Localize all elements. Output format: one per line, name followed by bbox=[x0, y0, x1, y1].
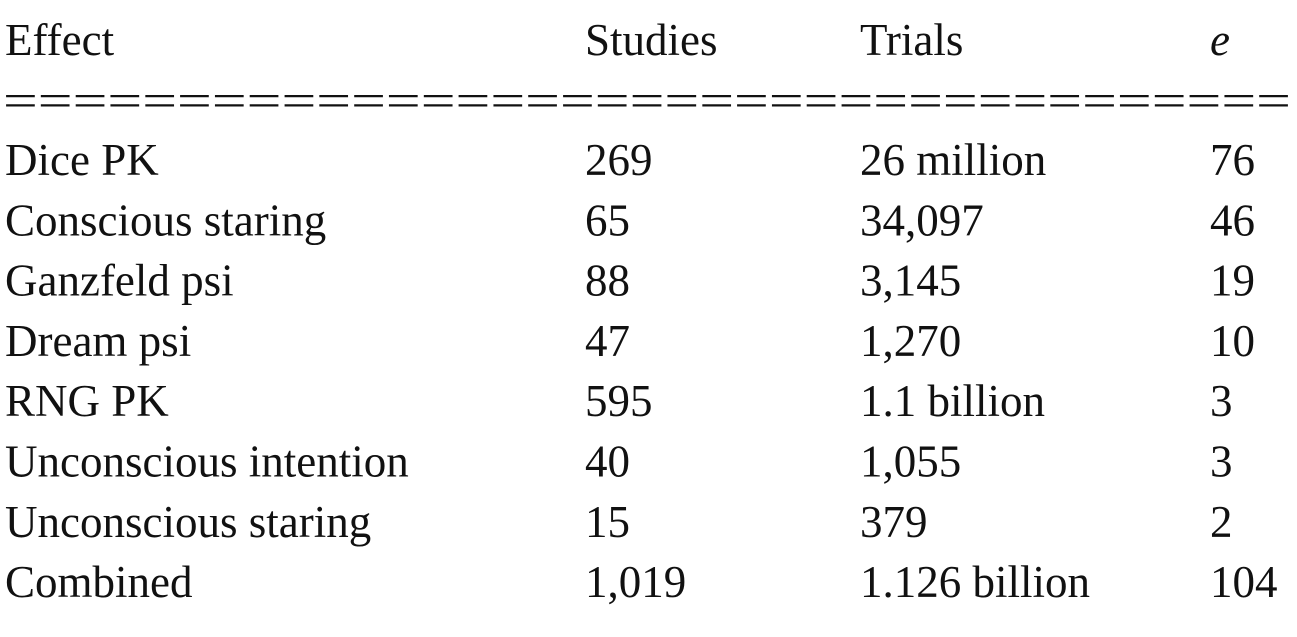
table-cell: Ganzfeld psi bbox=[5, 256, 234, 306]
table-cell: 1,019 bbox=[585, 557, 686, 607]
table-cell: 65 bbox=[585, 195, 630, 245]
table-cell: 3 bbox=[1210, 376, 1233, 426]
table-cell: Conscious staring bbox=[5, 195, 326, 245]
table-cell: Dice PK bbox=[5, 135, 159, 185]
table-cell: 379 bbox=[860, 497, 928, 547]
table-cell: 47 bbox=[585, 316, 630, 366]
table-cell: 19 bbox=[1210, 256, 1255, 306]
separator: ===================================== bbox=[3, 76, 1291, 126]
table-cell: 15 bbox=[585, 497, 630, 547]
table-cell: 10 bbox=[1210, 316, 1255, 366]
table-cell: 1.1 billion bbox=[860, 376, 1045, 426]
table-cell: Dream psi bbox=[5, 316, 191, 366]
table-cell: 1.126 billion bbox=[860, 557, 1090, 607]
table-cell: 1,055 bbox=[860, 437, 961, 487]
table-cell: 34,097 bbox=[860, 195, 984, 245]
header-cell: e bbox=[1210, 15, 1230, 65]
header-cell: Effect bbox=[5, 15, 115, 65]
table-cell: 40 bbox=[585, 437, 630, 487]
table-cell: Unconscious intention bbox=[5, 437, 409, 487]
table-cell: 26 million bbox=[860, 135, 1046, 185]
table-cell: 3,145 bbox=[860, 256, 961, 306]
table-cell: 2 bbox=[1210, 497, 1233, 547]
table-cell: RNG PK bbox=[5, 376, 169, 426]
table-cell: 76 bbox=[1210, 135, 1255, 185]
table-cell: 269 bbox=[585, 135, 653, 185]
table-cell: 104 bbox=[1210, 557, 1278, 607]
table-cell: 88 bbox=[585, 256, 630, 306]
table-cell: 595 bbox=[585, 376, 653, 426]
header-cell: Trials bbox=[860, 15, 963, 65]
table-cell: Combined bbox=[5, 557, 193, 607]
table-cell: 46 bbox=[1210, 195, 1255, 245]
table-cell: 1,270 bbox=[860, 316, 961, 366]
table-cell: 3 bbox=[1210, 437, 1233, 487]
table-cell: Unconscious staring bbox=[5, 497, 371, 547]
header-cell: Studies bbox=[585, 15, 718, 65]
